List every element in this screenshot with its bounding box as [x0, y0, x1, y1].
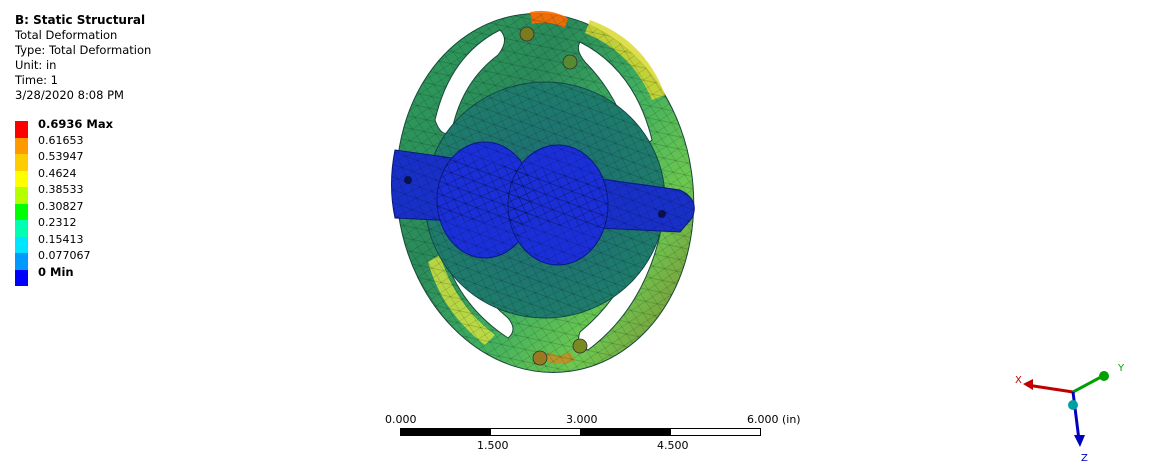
scale-segment [580, 428, 671, 436]
axis-triad[interactable]: X Y Z [1005, 355, 1145, 465]
scale-label: 3.000 [566, 413, 598, 426]
legend-swatch [15, 236, 28, 253]
part-crossbar [391, 141, 695, 266]
legend-label[interactable]: 0.61653 [38, 133, 84, 147]
legend-swatch [15, 154, 28, 171]
scale-segment [490, 428, 581, 436]
scale-segment [400, 428, 491, 436]
legend-max-label[interactable]: 0.6936 Max [38, 117, 114, 131]
legend-label[interactable]: 0.53947 [38, 150, 84, 163]
x-axis-arrow [1023, 379, 1074, 394]
scale-bar: 0.000 3.000 6.000 (in) 1.500 4.500 [385, 410, 805, 455]
scale-label: 6.000 (in) [747, 413, 801, 426]
scale-segment [670, 428, 761, 436]
scale-label: 4.500 [657, 439, 689, 452]
legend-swatch [15, 137, 28, 154]
y-axis-arrow [1072, 371, 1109, 394]
legend-label[interactable]: 0.4624 [38, 166, 77, 180]
result-info-panel: B: Static Structural Total Deformation T… [15, 13, 151, 103]
z-axis-arrow [1071, 391, 1085, 447]
result-timestamp: 3/28/2020 8:08 PM [15, 88, 124, 102]
legend-swatch [15, 253, 28, 270]
legend-label[interactable]: 0.077067 [38, 249, 91, 262]
result-type: Type: Total Deformation [15, 43, 152, 57]
legend-label[interactable]: 0.15413 [38, 232, 84, 246]
legend-swatch [15, 121, 28, 138]
legend-swatch [15, 269, 28, 286]
scale-label: 0.000 [385, 413, 417, 426]
y-axis-label: Y [1117, 363, 1125, 374]
result-unit: Unit: in [15, 58, 57, 72]
legend-swatch [15, 220, 28, 237]
z-axis-label: Z [1081, 453, 1088, 464]
scale-label: 1.500 [477, 439, 509, 452]
legend-min-label[interactable]: 0 Min [38, 265, 74, 279]
analysis-title: B: Static Structural [15, 13, 146, 27]
triad-origin [1068, 400, 1078, 410]
legend-swatch [15, 170, 28, 187]
result-time: Time: 1 [15, 73, 58, 87]
legend-label[interactable]: 0.38533 [38, 183, 84, 196]
x-axis-label: X [1015, 375, 1022, 386]
legend-swatch [15, 187, 28, 204]
legend-label[interactable]: 0.30827 [38, 199, 84, 213]
part-holes [519, 26, 588, 366]
result-name: Total Deformation [15, 28, 118, 42]
legend-label[interactable]: 0.2312 [38, 216, 77, 229]
model-viewport[interactable] [380, 0, 710, 385]
legend-swatch [15, 203, 28, 220]
